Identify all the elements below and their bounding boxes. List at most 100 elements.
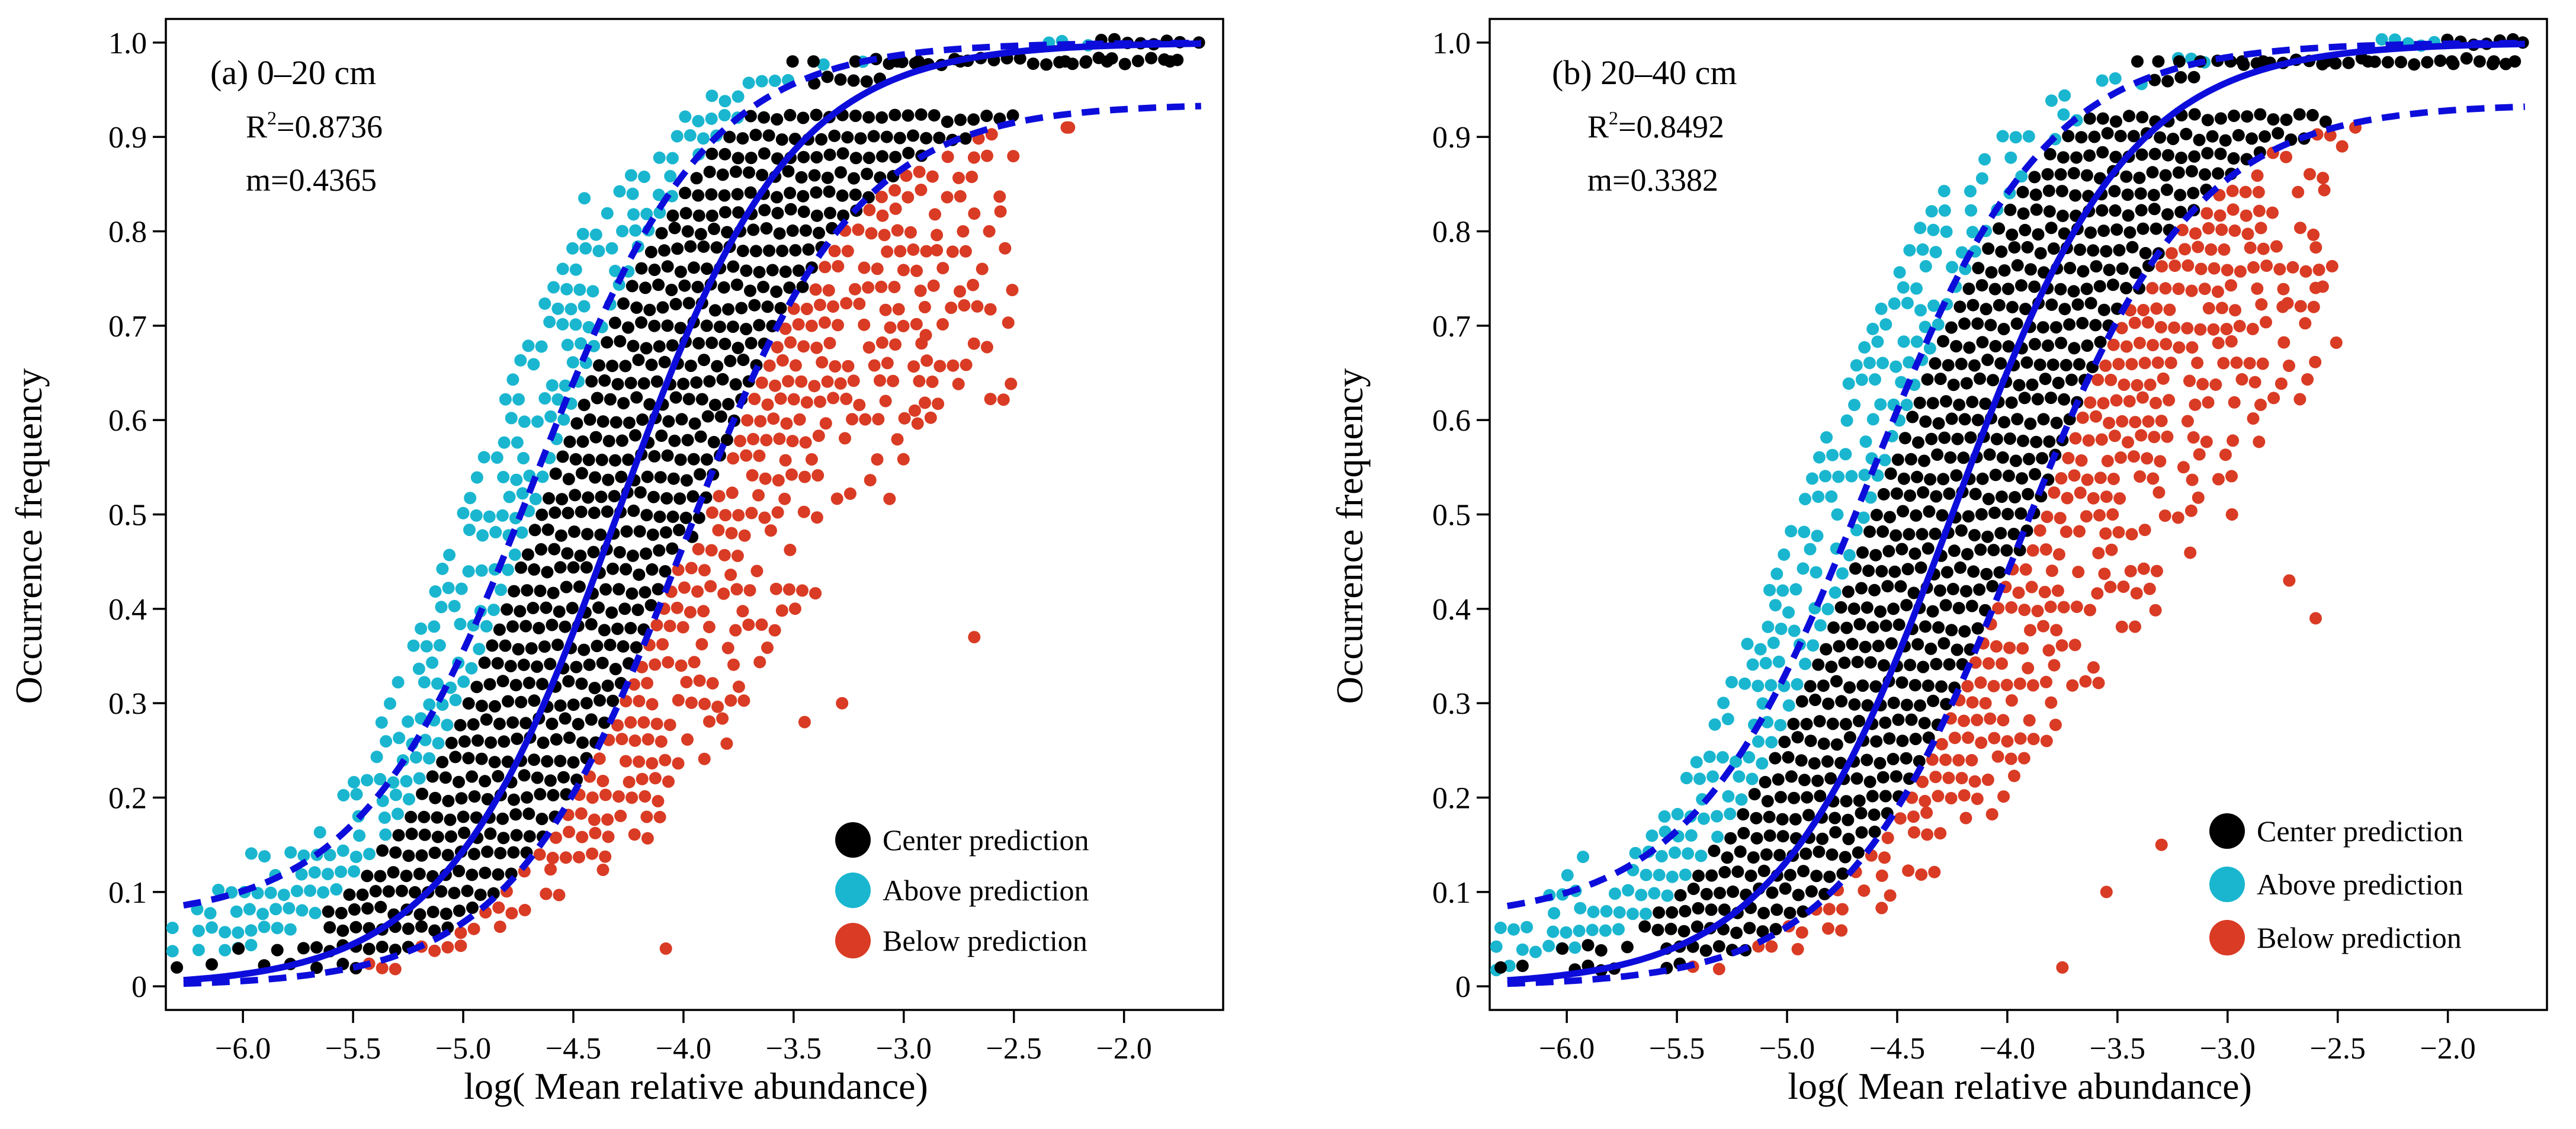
panel-a-point (650, 375, 663, 388)
panel-b-point (1795, 754, 1808, 767)
panel-a-point (920, 131, 933, 145)
panel-a-point (766, 264, 779, 277)
panel-a-point (599, 788, 612, 801)
panel-b-point (2045, 564, 2058, 578)
panel-a-point (703, 715, 716, 728)
panel-a-point (745, 506, 758, 519)
panel-a-point (718, 206, 732, 219)
panel-b-point (1858, 469, 1871, 482)
panel-b-point (1750, 812, 1763, 825)
panel-b-point (2137, 304, 2150, 316)
panel-a-point (876, 150, 888, 163)
panel-b-point (2122, 436, 2134, 449)
panel-b-point (2039, 543, 2052, 556)
panel-b-point (2286, 261, 2299, 274)
panel-a-point (789, 244, 802, 256)
panel-b-point (2230, 356, 2243, 369)
panel-a-point (550, 831, 562, 844)
panel-b-point (1887, 752, 1900, 765)
panel-b-point (2016, 642, 2029, 655)
panel-b-point (2131, 55, 2144, 68)
panel-b-point (2212, 473, 2225, 486)
panel-a-point (687, 453, 700, 466)
panel-a-point (768, 74, 781, 87)
panel-b-point (1884, 467, 1897, 480)
panel-b-point (2150, 564, 2163, 578)
panel-a-point (604, 393, 617, 406)
panel-a-point (409, 886, 421, 899)
panel-b-point (1574, 902, 1587, 915)
panel-a-point (382, 885, 395, 898)
panel-b-point (1877, 659, 1890, 672)
panel-a-point (518, 415, 531, 428)
panel-a-point (416, 787, 429, 800)
panel-b-point (1751, 679, 1765, 692)
panel-b-point (1965, 599, 1978, 612)
panel-b-point (2057, 108, 2070, 121)
panel-a-point (746, 469, 759, 482)
panel-a-point (797, 150, 810, 163)
panel-b-point (1974, 372, 1986, 385)
panel-b-point (1697, 812, 1710, 825)
panel-b-point (2150, 302, 2163, 315)
panel-b-point (1849, 562, 1862, 575)
panel-a-point (640, 207, 653, 220)
panel-b-point (2260, 316, 2272, 329)
panel-b-point (1775, 623, 1788, 636)
panel-b-point (2067, 285, 2080, 298)
panel-a-point (570, 417, 583, 430)
panel-a-point (907, 129, 919, 142)
panel-b-point (1979, 697, 1992, 710)
panel-a-point (538, 392, 551, 405)
panel-b-point (2134, 470, 2147, 483)
panel-b-point (2175, 152, 2187, 164)
panel-b-point (2115, 322, 2128, 335)
panel-b-point (1987, 544, 2000, 557)
panel-b-point (1581, 939, 1595, 952)
panel-b-point (2191, 357, 2204, 370)
panel-a-point (609, 454, 621, 467)
panel-b-point (1940, 395, 1952, 408)
panel-b-point (2097, 224, 2110, 238)
panel-a-legend-label-above: Above prediction (883, 874, 1089, 907)
panel-a-point (219, 926, 232, 939)
panel-b-x-tick-label: −3.0 (2200, 1032, 2256, 1066)
panel-a-point (594, 694, 606, 707)
panel-b-point (1904, 489, 1916, 502)
panel-a-point (744, 284, 756, 297)
panel-b-point (2022, 662, 2035, 675)
panel-a-point (647, 490, 660, 503)
panel-b-point (2193, 133, 2206, 146)
panel-b-point (2381, 56, 2394, 69)
panel-a-point (592, 245, 605, 258)
panel-a-point (854, 132, 867, 145)
panel-b-point (1661, 889, 1674, 902)
panel-b-point (1945, 792, 1958, 804)
panel-b-point (1919, 620, 1932, 633)
panel-a-point (483, 678, 496, 691)
panel-b-point (2071, 298, 2084, 311)
panel-b-point (1560, 926, 1573, 939)
panel-a-point (954, 113, 967, 126)
panel-a-point (810, 511, 823, 524)
panel-b-point (2152, 55, 2165, 68)
panel-a-x-axis-title: log( Mean relative abundance) (464, 1065, 928, 1107)
panel-b-point (2099, 359, 2112, 372)
panel-b-point (2270, 240, 2283, 253)
panel-b-point (1830, 738, 1843, 751)
panel-b-point (1980, 567, 1993, 580)
panel-a-point (258, 850, 271, 863)
panel-b-point (1955, 246, 1968, 259)
panel-b-point (1932, 318, 1945, 331)
panel-b-point (1658, 810, 1671, 823)
panel-a-point (927, 279, 940, 292)
panel-a-point (695, 638, 708, 651)
panel-a-point (735, 302, 748, 315)
panel-b-point (1799, 847, 1812, 860)
panel-a-point (834, 73, 847, 86)
panel-a-point (685, 562, 698, 575)
panel-a-point (846, 413, 859, 426)
panel-a-point (622, 321, 634, 334)
panel-b-point-below-outlier (2309, 612, 2322, 625)
panel-b-point (2058, 89, 2071, 102)
